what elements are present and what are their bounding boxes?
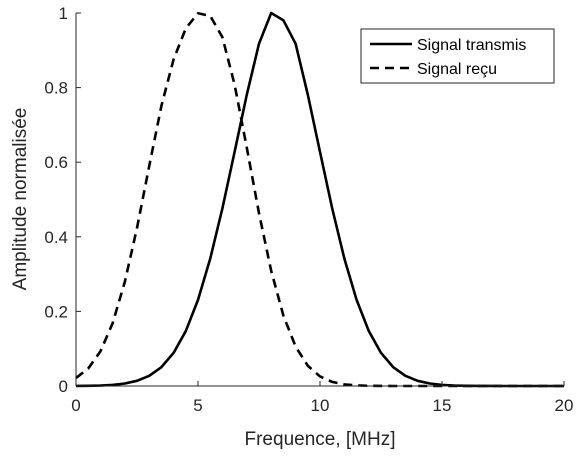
legend-label-recu: Signal reçu [417,61,497,78]
y-tick-label: 0.4 [44,228,68,247]
legend-box [360,28,555,84]
legend: Signal transmis Signal reçu [360,28,555,84]
x-tick-label: 0 [71,396,80,415]
x-tick-label: 15 [433,396,452,415]
x-axis-label: Frequence, [MHz] [245,429,396,450]
legend-label-transmis: Signal transmis [417,37,526,54]
x-tick-label: 20 [555,396,574,415]
x-tick-label: 5 [193,396,202,415]
y-ticks: 0 0.2 0.4 0.6 0.8 1 [44,4,81,396]
x-tick-label: 10 [311,396,330,415]
y-tick-label: 0.8 [44,79,68,98]
x-ticks: 0 5 10 15 20 [71,381,573,415]
y-tick-label: 0.6 [44,153,68,172]
y-axis-label: Amplitude normalisée [10,108,31,291]
y-tick-label: 1 [59,4,68,23]
y-tick-label: 0 [59,377,68,396]
y-tick-label: 0.2 [44,302,68,321]
